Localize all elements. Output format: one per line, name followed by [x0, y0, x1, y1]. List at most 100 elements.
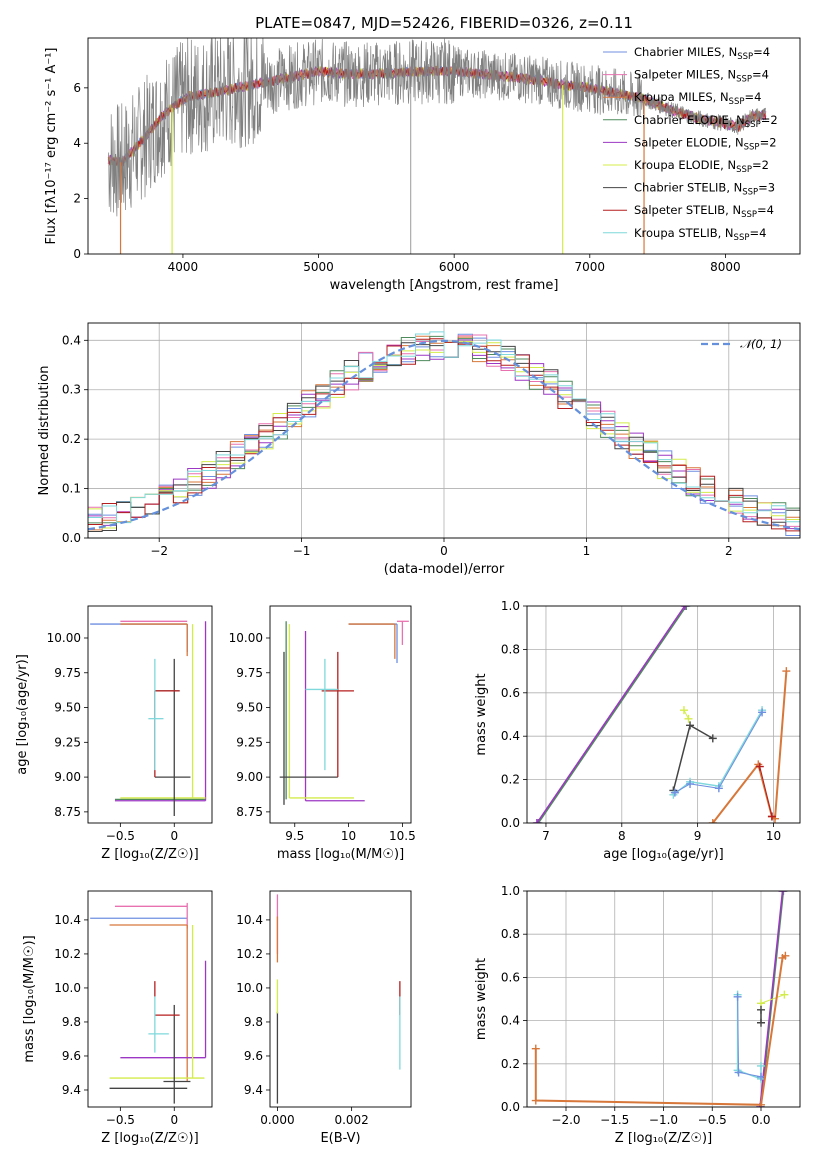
weight-marker — [757, 1005, 765, 1014]
legend-label: 𝒩(0, 1) — [740, 337, 782, 351]
weight-series-line — [674, 712, 763, 794]
y-tick-label: 0.6 — [501, 970, 520, 984]
weight-series-line — [537, 606, 687, 823]
y-tick-label: 1.0 — [501, 599, 520, 613]
x-tick-label: −2.0 — [551, 1113, 580, 1127]
x-tick-label: −1 — [293, 544, 311, 558]
x-tick-label: 9 — [694, 829, 702, 843]
weight-series-line — [737, 996, 762, 1078]
weight-marker — [757, 1018, 765, 1027]
weight-marker — [757, 1061, 765, 1070]
age-vs-mass-plot — [279, 620, 409, 805]
legend-label: Salpeter MILES, NSSP=4 — [634, 68, 769, 85]
weight-marker — [767, 812, 776, 821]
y-tick-label: 0.1 — [62, 482, 81, 496]
x-tick-label: 9.5 — [285, 829, 304, 843]
y-tick-label: 9.00 — [54, 770, 81, 784]
legend-label: Chabrier MILES, NSSP=4 — [634, 45, 770, 62]
weight-vs-Z-frame — [526, 890, 801, 1108]
y-tick-label: 0.0 — [501, 1100, 520, 1114]
age-vs-mass-frame — [269, 605, 412, 824]
x-axis-label: Z [log₁₀(Z/Z☉)] — [101, 847, 198, 862]
weight-vs-age-frame — [526, 605, 801, 824]
y-tick-label: 9.50 — [236, 701, 263, 715]
x-axis-label: mass [log₁₀(M/M☉)] — [277, 847, 404, 862]
weight-vs-age-axes: 7 8 9 10 0.0 0.2 0.4 0.6 0.8 1.0 age [log₁₀(age/yr… — [474, 599, 800, 862]
y-tick-label: 9.4 — [244, 1083, 263, 1097]
weight-marker — [708, 734, 717, 743]
weight-marker — [708, 819, 717, 823]
age-vs-mass-axes: 9.5 10 10.5 8.75 9.00 9.25 9.50 9.75 10.00 mass [… — [229, 631, 416, 862]
x-axis-label: wavelength [Angstrom, rest frame] — [330, 278, 559, 293]
legend-label: Kroupa STELIB, NSSP=4 — [634, 226, 766, 243]
weight-series-line — [712, 671, 788, 823]
y-tick-label: 9.25 — [54, 735, 81, 749]
mass-vs-Z-axes: −0.5 0 9.4 9.6 9.8 10.0 10.2 10.4 Z [log₁₀(Z/Z☉)… — [22, 913, 199, 1146]
weight-vs-Z-plot — [531, 891, 790, 1107]
mass-vs-Z-frame — [87, 890, 213, 1108]
y-tick-label: 10.00 — [229, 631, 263, 645]
y-tick-label: 9.4 — [62, 1083, 81, 1097]
x-tick-label: 10 — [766, 829, 781, 843]
weight-marker — [714, 784, 723, 793]
weight-marker — [670, 788, 679, 797]
weight-series-line — [759, 766, 773, 817]
weight-marker — [782, 667, 791, 676]
weight-marker — [758, 708, 767, 717]
weight-marker — [679, 706, 688, 715]
x-tick-label: 0.000 — [260, 1113, 294, 1127]
y-tick-label: 9.6 — [62, 1049, 81, 1063]
y-tick-label: 0.2 — [501, 773, 520, 787]
y-axis-label: mass weight — [474, 673, 489, 755]
x-tick-label: 8 — [618, 829, 626, 843]
y-axis-label: age [log₁₀(age/yr)] — [15, 654, 30, 775]
y-tick-label: 0.8 — [501, 642, 520, 656]
x-tick-label: −0.5 — [698, 1113, 727, 1127]
weight-marker — [686, 779, 695, 788]
y-tick-label: 9.6 — [244, 1049, 263, 1063]
y-tick-label: 0.4 — [501, 729, 520, 743]
histogram-plot — [88, 331, 800, 536]
weight-marker — [778, 891, 787, 895]
x-tick-label: 2 — [725, 544, 733, 558]
weight-marker — [680, 606, 689, 610]
legend-label: Chabrier STELIB, NSSP=3 — [634, 181, 775, 198]
weight-marker — [781, 951, 790, 960]
x-tick-label: 1 — [583, 544, 591, 558]
weight-marker — [682, 606, 691, 610]
weight-series-line — [672, 724, 714, 791]
spectrum-plot — [107, 38, 767, 254]
x-tick-label: 7000 — [575, 260, 606, 274]
y-tick-label: 9.50 — [54, 701, 81, 715]
y-tick-label: 10.2 — [54, 947, 81, 961]
y-tick-label: 9.00 — [236, 770, 263, 784]
spectrum-legend: Chabrier MILES, NSSP=4 Salpeter MILES, NS… — [603, 45, 778, 243]
x-tick-label: 0.002 — [334, 1113, 368, 1127]
weight-marker — [757, 1100, 765, 1107]
weight-marker — [686, 721, 695, 730]
residuals-frame — [87, 322, 801, 539]
x-tick-label: 10 — [341, 829, 356, 843]
y-tick-label: 4 — [73, 136, 81, 150]
legend-label: Kroupa MILES, NSSP=4 — [634, 90, 761, 107]
y-tick-label: 0.6 — [501, 686, 520, 700]
x-tick-label: −0.5 — [106, 1113, 135, 1127]
y-tick-label: 8.75 — [236, 805, 263, 819]
x-axis-label: E(B-V) — [320, 1131, 360, 1146]
y-tick-label: 0 — [73, 247, 81, 261]
x-tick-label: 0 — [170, 1113, 178, 1127]
data-spectrum-line — [107, 38, 767, 217]
x-axis-label: Z [log₁₀(Z/Z☉)] — [101, 1131, 198, 1146]
weight-marker — [780, 990, 789, 999]
y-tick-label: 0.3 — [62, 383, 81, 397]
x-tick-label: 0 — [440, 544, 448, 558]
weight-series-line — [683, 709, 689, 720]
weight-vs-age-plot — [532, 606, 791, 823]
legend-label: Kroupa ELODIE, NSSP=2 — [634, 158, 769, 175]
y-axis-label: Normed distribution — [37, 366, 52, 496]
y-tick-label: 8.75 — [54, 805, 81, 819]
figure-title: PLATE=0847, MJD=52426, FIBERID=0326, z=0… — [255, 14, 633, 32]
histogram-step — [88, 331, 800, 524]
y-tick-label: 10.0 — [236, 981, 263, 995]
x-tick-label: 8000 — [710, 260, 741, 274]
